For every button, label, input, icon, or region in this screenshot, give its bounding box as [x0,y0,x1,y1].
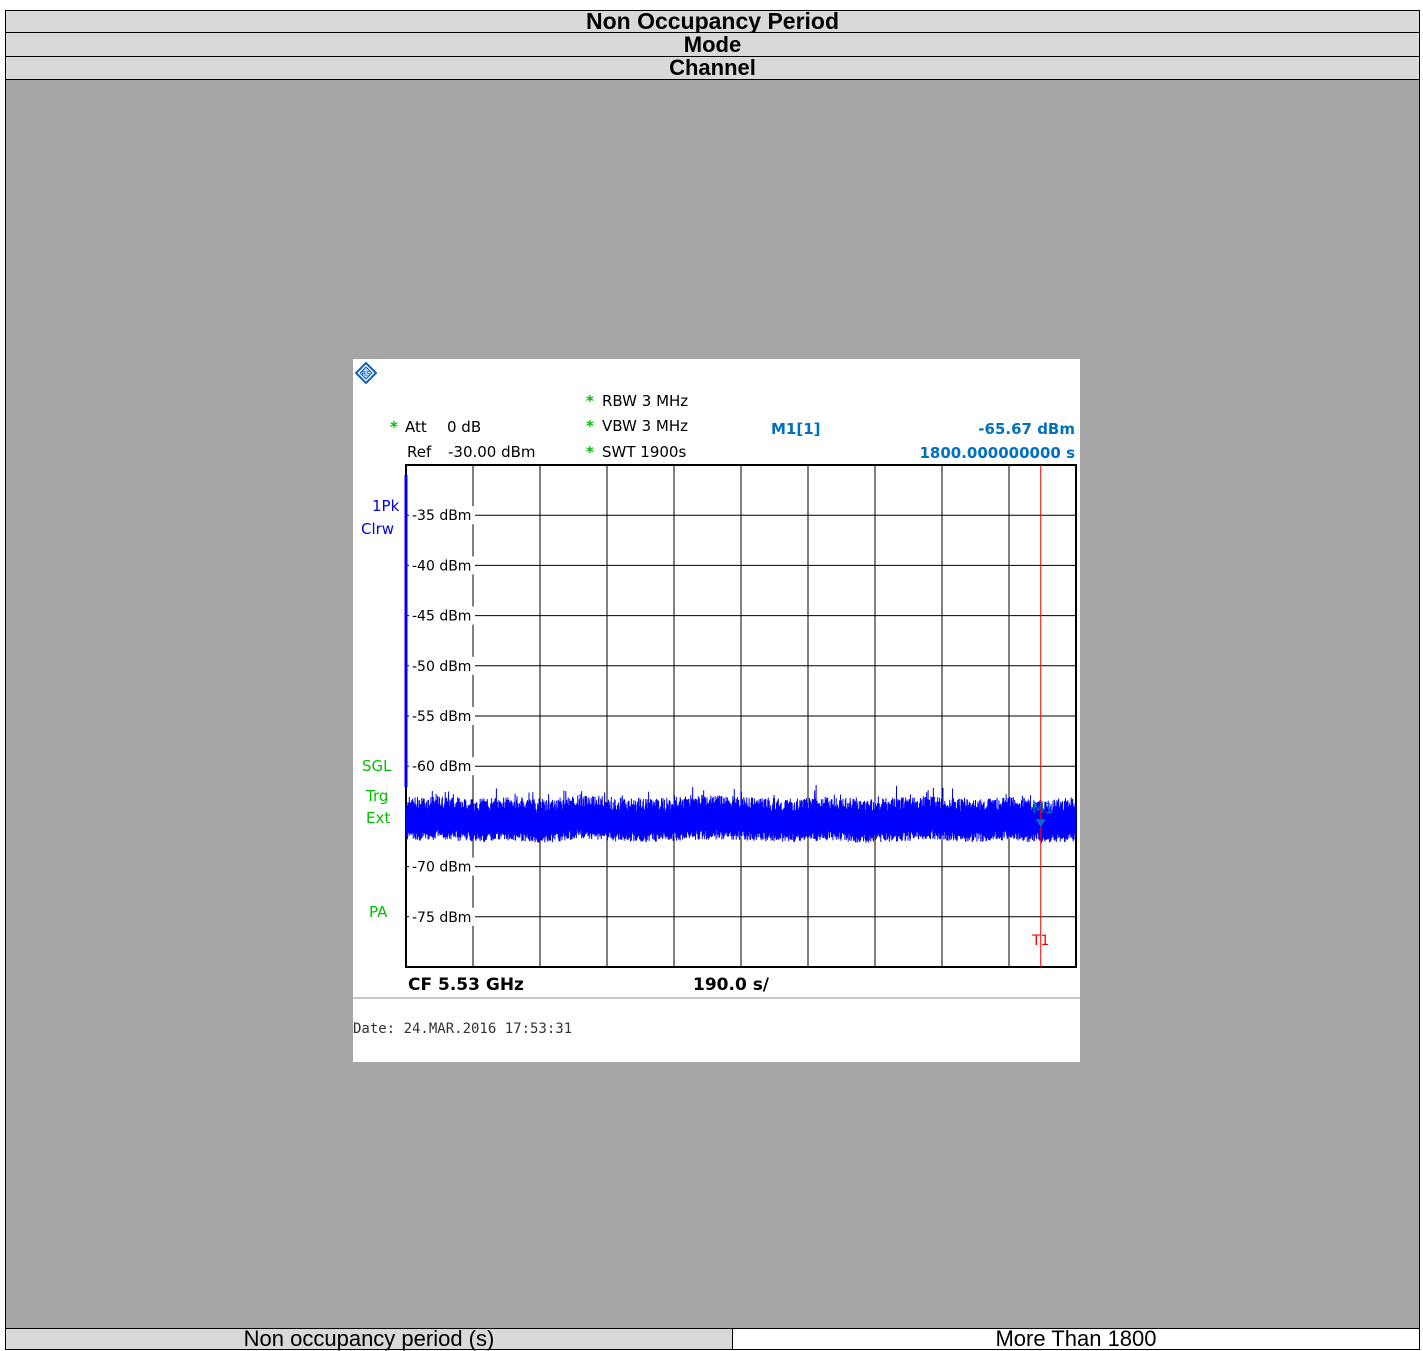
y-tick-label: -35 dBm [412,508,471,524]
y-tick-label: -60 dBm [412,759,471,775]
sgl-indicator: SGL [362,757,392,775]
rbw-text: RBW 3 MHz [602,392,689,410]
att-value: 0 dB [447,418,482,436]
att-star: * [390,418,398,436]
swt-text: SWT 1900s [602,443,687,461]
y-tick-label: -40 dBm [412,558,471,574]
date-stamp: Date: 24.MAR.2016 17:53:31 [353,1021,573,1037]
marker-level: -65.67 dBm [978,420,1075,438]
spectrum-analyzer-screenshot: RS * RBW 3 MHz * Att 0 dB * VBW 3 MHz M1… [353,359,1080,1062]
footer-label-cell: Non occupancy period (s) [5,1328,733,1350]
tick-label-bg [409,707,475,725]
center-frequency: CF 5.53 GHz [408,975,524,995]
marker-time: 1800.000000000 s [919,444,1075,462]
marker-label: M1[1] [771,420,821,438]
channel-row: Channel [5,57,1420,80]
tick-label-bg [409,506,475,525]
vbw-text: VBW 3 MHz [602,417,689,435]
trace-line [405,784,1077,844]
marker-m1-triangle [1035,819,1046,828]
rbw-star: * [586,392,594,410]
svg-text:RS: RS [361,370,371,378]
time-per-division: 190.0 s/ [693,975,770,995]
att-label: Att [405,418,427,436]
marker-m1-label: M1 [1032,801,1053,817]
pa-indicator: PA [369,903,388,921]
title-header: Non Occupancy Period [5,10,1420,33]
tick-label-bg [409,656,475,675]
trace-mode-clrw: Clrw [361,520,395,538]
mode-row: Mode [5,33,1420,57]
y-tick-label: -50 dBm [412,659,471,675]
y-tick-label: -75 dBm [412,910,471,926]
trace-mode-1pk: 1Pk [372,497,400,515]
y-tick-label: -70 dBm [412,860,471,876]
ext-indicator: Ext [366,809,391,827]
y-tick-label: -55 dBm [412,709,471,725]
t1-label: T1 [1031,933,1049,949]
ref-value: -30.00 dBm [448,443,536,461]
vbw-star: * [586,417,594,435]
tick-label-bg [409,907,475,926]
trg-indicator: Trg [366,787,389,805]
tick-label-bg [409,857,475,876]
status-divider [353,997,1080,999]
ref-label: Ref [407,443,432,461]
tick-label-bg [409,556,475,575]
rohde-schwarz-logo-icon: RS [355,362,377,384]
tick-label-bg [409,606,475,625]
spectrum-plot: -35 dBm -40 dBm -45 dBm -50 dBm -55 dBm -60 d… [404,464,1077,968]
y-tick-label: -45 dBm [412,609,471,625]
tick-label-bg [409,757,475,776]
swt-star: * [586,443,594,461]
footer-value-cell: More Than 1800 [732,1328,1420,1350]
